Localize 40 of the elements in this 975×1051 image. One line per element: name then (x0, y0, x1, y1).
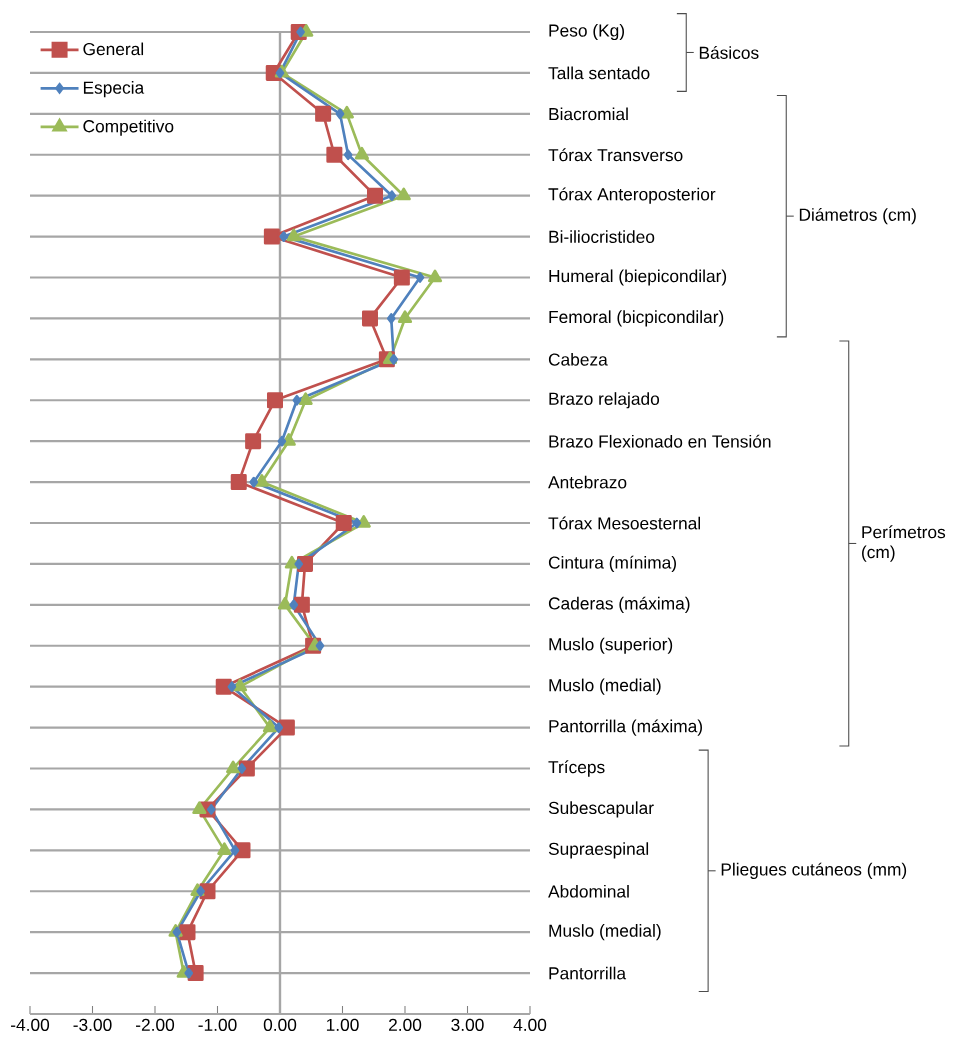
y-tick-label: Tórax Anteroposterior (548, 187, 716, 204)
x-tick-label: 3.00 (451, 1018, 484, 1031)
y-tick-label: Antebrazo (548, 475, 627, 489)
y-tick-label: Tórax Mesoesternal (548, 516, 701, 530)
y-tick-label: Muslo (superior) (549, 637, 673, 654)
legend-label: Competitivo (83, 119, 174, 136)
y-tick-label: Abdominal (548, 884, 629, 898)
y-tick-label: Talla sentado (548, 66, 650, 80)
y-tick-label: Biacromial (549, 107, 628, 121)
text: Básicos (699, 46, 759, 59)
y-tick-label: Subescapular (548, 801, 654, 818)
y-tick-label: Cabeza (548, 352, 608, 366)
text: Pliegues cutáneos (mm) (721, 862, 907, 879)
y-tick-label: Tríceps (548, 760, 605, 777)
legend-label: Especia (83, 81, 145, 98)
y-tick-label: Pantorrilla (máxima) (549, 719, 702, 736)
text: Perímetros (cm) (862, 525, 946, 562)
x-tick-label: 2.00 (389, 1018, 422, 1031)
x-tick-label: -3.00 (73, 1018, 112, 1031)
y-tick-label: Femoral (bicpicondilar) (549, 310, 724, 327)
text: Diámetros (cm) (799, 207, 916, 225)
y-tick-label: Caderas (máxima) (548, 596, 690, 614)
y-tick-label: Peso (Kg) (549, 23, 625, 41)
y-tick-label: Humeral (biepicondilar) (549, 269, 727, 286)
y-tick-label: Tórax Transverso (548, 148, 683, 162)
y-tick-label: Muslo (medial) (549, 678, 661, 695)
legend-label: General (83, 42, 144, 56)
y-tick-label: Supraespinal (548, 842, 649, 859)
y-tick-label: Brazo relajado (549, 392, 660, 409)
y-tick-label: Muslo (medial) (549, 924, 661, 941)
x-tick-label: -4.00 (11, 1018, 50, 1031)
x-tick-label: 0.00 (263, 1018, 297, 1031)
y-tick-label: Pantorrilla (549, 966, 627, 980)
y-tick-label: Brazo Flexionado en Tensión (549, 434, 771, 448)
x-tick-label: -2.00 (136, 1018, 175, 1031)
x-tick-label: 4.00 (513, 1018, 547, 1031)
x-tick-label: -1.00 (198, 1018, 237, 1031)
y-tick-label: Bi-iliocristideo (549, 230, 655, 243)
x-tick-label: 1.00 (326, 1018, 359, 1031)
y-tick-label: Cintura (mínima) (548, 555, 676, 573)
